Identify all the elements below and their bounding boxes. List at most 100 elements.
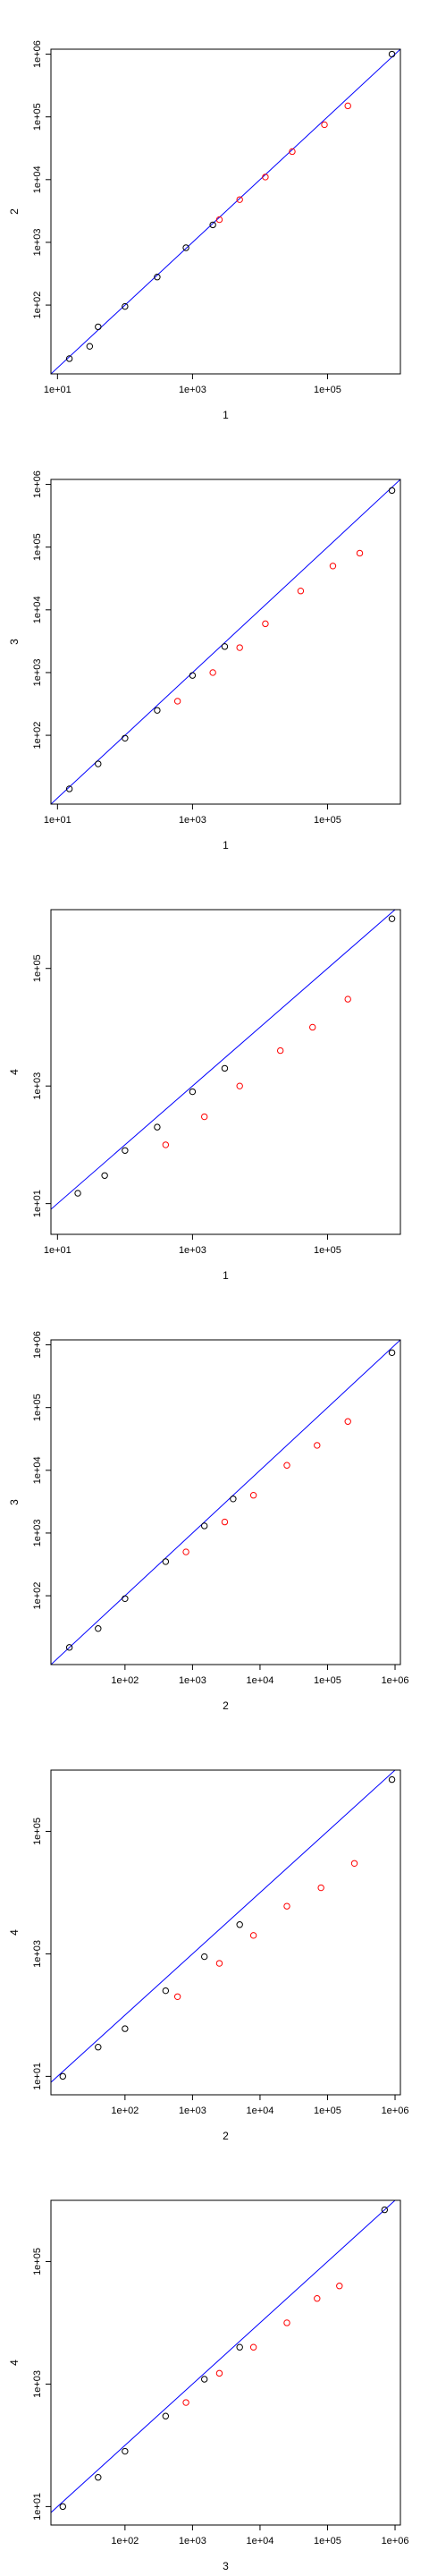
reference-line xyxy=(51,2200,396,2513)
data-point-s1-5 xyxy=(329,563,337,570)
plot-frame xyxy=(50,1339,401,1665)
data-point-s1-0 xyxy=(173,698,181,705)
data-point-s0-6 xyxy=(381,2206,389,2214)
x-tick-label: 1e+06 xyxy=(382,2106,409,2116)
data-point-s0-2 xyxy=(122,2025,129,2032)
data-point-s0-6 xyxy=(388,915,396,922)
data-point-s0-5 xyxy=(221,643,229,650)
y-tick-label: 1e+05 xyxy=(32,1394,43,1421)
x-axis-label: 1 xyxy=(223,409,229,421)
y-axis-label: 2 xyxy=(8,208,21,215)
y-tick-label: 1e+05 xyxy=(32,1818,43,1845)
data-point-s1-1 xyxy=(215,1960,223,1967)
data-point-s0-1 xyxy=(95,760,102,767)
data-point-s1-4 xyxy=(317,1884,324,1892)
y-tick-label: 1e+01 xyxy=(32,1190,43,1217)
x-tick-label: 1e+05 xyxy=(314,2536,341,2546)
x-tick-label: 1e+03 xyxy=(179,1245,206,1256)
x-tick-label: 1e+03 xyxy=(179,815,206,826)
plot-frame xyxy=(50,1769,401,2096)
reference-line xyxy=(51,479,400,804)
data-point-s1-3 xyxy=(283,1902,290,1910)
data-point-s1-2 xyxy=(249,1492,257,1499)
data-point-s0-6 xyxy=(388,1775,396,1784)
x-tick-label: 1e+03 xyxy=(179,1675,206,1686)
points-group xyxy=(59,2206,389,2511)
data-point-s0-4 xyxy=(189,1088,197,1096)
data-point-s1-4 xyxy=(297,588,305,595)
data-point-s0-2 xyxy=(122,1595,129,1602)
x-tick-label: 1e+05 xyxy=(314,1675,341,1686)
data-point-s0-7 xyxy=(388,50,396,58)
y-tick-label: 1e+03 xyxy=(32,658,43,686)
data-point-s1-3 xyxy=(283,2319,290,2326)
reference-line xyxy=(51,1770,396,2083)
data-point-s1-4 xyxy=(314,1442,321,1449)
data-point-s0-1 xyxy=(86,343,94,350)
points-group xyxy=(65,50,396,362)
plot-frame xyxy=(50,2199,401,2526)
y-tick-label: 1e+05 xyxy=(32,533,43,561)
x-axis-label: 1 xyxy=(223,1269,229,1282)
data-point-s0-2 xyxy=(122,2447,129,2455)
x-tick-label: 1e+05 xyxy=(314,1245,341,1256)
data-point-s1-3 xyxy=(262,620,269,628)
x-tick-label: 1e+03 xyxy=(179,385,206,395)
data-point-s0-1 xyxy=(95,2044,102,2051)
data-point-s0-0 xyxy=(59,2072,67,2080)
y-axis-label: 4 xyxy=(8,2360,21,2366)
data-point-s1-3 xyxy=(283,1462,290,1469)
x-tick-label: 1e+03 xyxy=(179,2106,206,2116)
y-tick-label: 1e+01 xyxy=(32,2493,43,2521)
data-point-s0-4 xyxy=(201,1953,208,1961)
x-axis-label: 2 xyxy=(223,1699,229,1712)
chart-panel-1: 1e+01 1e+03 1e+05 1e+02 1e+03 1e+04 1e+05 1e+06… xyxy=(8,40,401,421)
y-tick-label: 1e+03 xyxy=(32,2370,43,2398)
y-tick-label: 1e+06 xyxy=(32,470,43,498)
data-point-s1-5 xyxy=(350,1860,358,1867)
data-point-s1-2 xyxy=(236,644,243,651)
data-point-s1-4 xyxy=(321,121,328,129)
data-point-s1-2 xyxy=(249,2343,257,2351)
data-point-s0-3 xyxy=(122,302,129,310)
data-point-s1-4 xyxy=(309,1023,316,1031)
y-tick-label: 1e+02 xyxy=(32,292,43,319)
data-point-s0-1 xyxy=(95,1625,102,1632)
chart-panel-3: 1e+01 1e+03 1e+05 1e+01 1e+03 1e+05 1 4 xyxy=(8,909,401,1282)
x-tick-label: 1e+05 xyxy=(314,2106,341,2116)
x-axis-label: 2 xyxy=(223,2130,229,2142)
data-point-s1-2 xyxy=(249,1932,257,1939)
x-axis-label: 3 xyxy=(223,2560,229,2572)
data-point-s1-0 xyxy=(182,2399,189,2406)
data-point-s0-5 xyxy=(236,2343,243,2351)
data-point-s1-1 xyxy=(221,1518,229,1526)
y-tick-label: 1e+02 xyxy=(32,1582,43,1610)
data-point-s1-4 xyxy=(314,2295,321,2302)
x-axis-label: 1 xyxy=(223,839,229,852)
x-tick-label: 1e+02 xyxy=(111,1675,139,1686)
points-group xyxy=(65,1349,396,1651)
x-tick-label: 1e+05 xyxy=(314,815,341,826)
chart-panel-5: 1e+02 1e+03 1e+04 1e+05 1e+06 1e+01 1e+03 1e+05… xyxy=(8,1769,409,2142)
points-group xyxy=(65,487,396,792)
y-tick-label: 1e+02 xyxy=(32,722,43,750)
data-point-s0-6 xyxy=(209,221,216,229)
data-point-s0-4 xyxy=(201,1522,208,1530)
data-point-s0-3 xyxy=(162,2412,170,2419)
data-point-s0-4 xyxy=(189,672,197,679)
data-point-s0-3 xyxy=(162,1987,170,1995)
data-point-s1-1 xyxy=(236,196,243,203)
points-group xyxy=(74,915,396,1197)
x-tick-label: 1e+04 xyxy=(246,2106,273,2116)
reference-line xyxy=(51,910,396,1210)
y-tick-label: 1e+03 xyxy=(32,1519,43,1546)
x-tick-label: 1e+01 xyxy=(44,815,72,826)
x-tick-label: 1e+02 xyxy=(111,2536,139,2546)
data-point-s0-6 xyxy=(388,487,396,495)
data-point-s0-5 xyxy=(221,1064,229,1072)
data-point-s1-1 xyxy=(201,1113,208,1121)
data-point-s1-1 xyxy=(209,669,216,676)
y-tick-label: 1e+04 xyxy=(32,1456,43,1484)
data-point-s1-1 xyxy=(215,2369,223,2377)
